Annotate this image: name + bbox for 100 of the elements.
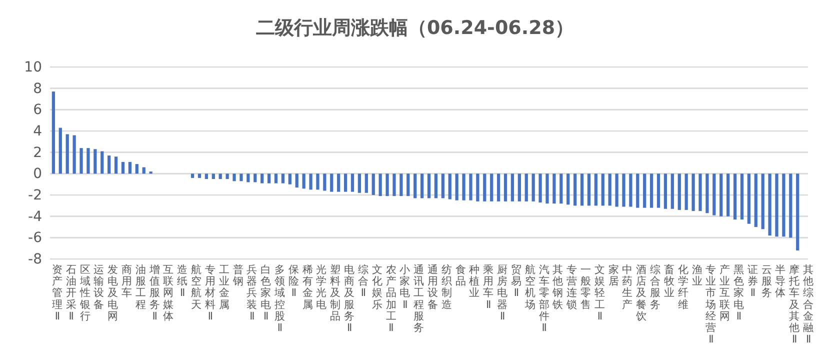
bar	[684, 174, 688, 210]
bar	[532, 174, 535, 202]
bar	[260, 174, 264, 184]
x-tick-label: 航空机场	[524, 263, 536, 311]
bar	[650, 174, 654, 208]
bar	[712, 174, 716, 216]
bar	[622, 174, 626, 207]
bar	[108, 156, 111, 174]
x-tick-label: 农产品加工Ⅱ	[386, 264, 397, 334]
x-tick-label: 发电及电网	[108, 264, 119, 322]
x-tick-label: 文娱轻工Ⅱ	[594, 263, 606, 322]
x-tick-label: 食品	[455, 264, 466, 288]
x-tick-label: 畜牧业	[664, 263, 675, 300]
bar	[538, 174, 542, 202]
bar	[552, 174, 556, 204]
bar	[302, 174, 306, 189]
bar	[566, 174, 570, 205]
x-tick-label: 油服工程	[135, 263, 146, 311]
x-tick-label: 综合服务	[650, 263, 662, 311]
x-tick-label: 通讯工程服务	[414, 263, 425, 334]
bar	[656, 174, 660, 208]
bar	[330, 174, 334, 192]
bar	[392, 174, 396, 196]
bar	[448, 174, 452, 200]
bar	[670, 174, 674, 209]
bar	[190, 174, 194, 178]
bar	[52, 92, 56, 174]
x-tick-label: 石油开采Ⅱ	[66, 264, 77, 322]
bar	[698, 174, 702, 211]
bar	[337, 174, 340, 192]
bar	[462, 174, 466, 200]
bar	[504, 174, 508, 202]
bar	[496, 174, 500, 202]
x-tick-label: 专业市场经营Ⅱ	[704, 263, 717, 346]
x-tick-label: 保险Ⅱ	[288, 264, 300, 300]
bar	[58, 128, 62, 174]
y-tick-label: 8	[33, 80, 42, 97]
x-tick-label: 中药生产	[622, 263, 634, 311]
bar	[128, 162, 132, 174]
x-tick-label: 证券Ⅱ	[747, 264, 758, 300]
x-tick-label: 产业互联网	[720, 263, 731, 322]
x-tick-label: 专用材料Ⅱ	[204, 263, 216, 322]
x-tick-label: 航空航天	[191, 263, 202, 311]
x-tick-label: 半导体	[775, 263, 786, 300]
bar	[546, 174, 549, 204]
bar	[434, 174, 438, 198]
y-tick-label: 10	[24, 59, 42, 76]
x-tick-label: 通用设备	[428, 263, 438, 311]
x-tick-label: 贸易Ⅱ	[510, 263, 522, 300]
bar	[406, 174, 410, 196]
bar	[309, 174, 312, 190]
bar	[386, 174, 389, 196]
bar	[121, 162, 125, 174]
bar	[295, 174, 298, 188]
x-tick-label: 化学纤维	[678, 264, 689, 311]
x-tick-label: 造纸Ⅱ	[177, 263, 188, 300]
bar	[254, 174, 257, 182]
bar	[288, 174, 292, 184]
bar	[323, 174, 326, 191]
bar	[476, 174, 480, 202]
bar	[608, 174, 612, 206]
x-tick-label: 商用车	[121, 263, 132, 300]
x-tick-label: 种植业	[469, 263, 480, 300]
x-tick-label: 光学光电	[316, 263, 328, 311]
bar	[775, 174, 778, 237]
bar	[629, 174, 632, 207]
bar	[594, 174, 598, 206]
y-tick-label: 6	[33, 102, 42, 118]
x-tick-label: 电商及服务Ⅱ	[344, 263, 356, 334]
x-tick-label: 乘用车Ⅱ	[483, 263, 494, 311]
bar	[636, 174, 640, 208]
bar	[678, 174, 681, 210]
x-tick-label: 纺织制造	[441, 263, 452, 311]
bar	[573, 174, 577, 206]
bar	[782, 174, 786, 237]
bar	[615, 174, 618, 207]
bar	[560, 174, 563, 204]
chart-title: 二级行业周涨跌幅（06.24-06.28）	[256, 17, 574, 39]
y-tick-label: 4	[33, 123, 42, 140]
bar	[740, 174, 744, 220]
bar	[692, 174, 695, 211]
bar	[754, 174, 758, 227]
x-tick-label: 塑料及制品	[330, 263, 342, 322]
bar	[358, 174, 362, 193]
bar	[198, 174, 202, 178]
x-tick-label: 文化娱乐	[372, 263, 383, 311]
bar	[142, 167, 146, 174]
x-tick-label: 一般零售	[580, 264, 592, 311]
bar	[267, 174, 271, 184]
x-tick-label: 黑色家电Ⅱ	[734, 264, 745, 322]
bar	[372, 174, 375, 195]
bar	[580, 174, 584, 206]
bar	[490, 174, 494, 202]
bar	[796, 174, 800, 250]
bar	[455, 174, 458, 200]
y-tick-label: -8	[28, 251, 42, 268]
bar	[601, 174, 604, 206]
bar	[135, 164, 138, 174]
bar	[747, 174, 750, 224]
bar	[226, 174, 229, 179]
